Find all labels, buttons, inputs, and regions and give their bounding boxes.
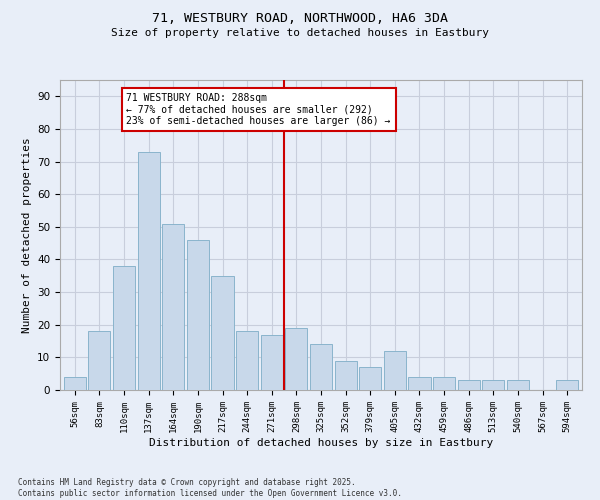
Bar xyxy=(384,351,406,390)
Bar xyxy=(482,380,505,390)
Bar xyxy=(162,224,184,390)
Text: Contains HM Land Registry data © Crown copyright and database right 2025.
Contai: Contains HM Land Registry data © Crown c… xyxy=(18,478,402,498)
Bar xyxy=(433,377,455,390)
Bar xyxy=(211,276,233,390)
Bar xyxy=(556,380,578,390)
Bar xyxy=(409,377,431,390)
Bar xyxy=(236,332,258,390)
Text: 71, WESTBURY ROAD, NORTHWOOD, HA6 3DA: 71, WESTBURY ROAD, NORTHWOOD, HA6 3DA xyxy=(152,12,448,26)
Bar xyxy=(187,240,209,390)
Bar xyxy=(310,344,332,390)
Bar xyxy=(285,328,307,390)
X-axis label: Distribution of detached houses by size in Eastbury: Distribution of detached houses by size … xyxy=(149,438,493,448)
Bar xyxy=(335,360,357,390)
Bar xyxy=(458,380,480,390)
Bar xyxy=(137,152,160,390)
Bar xyxy=(113,266,135,390)
Bar xyxy=(64,377,86,390)
Y-axis label: Number of detached properties: Number of detached properties xyxy=(22,137,32,333)
Bar xyxy=(88,332,110,390)
Text: Size of property relative to detached houses in Eastbury: Size of property relative to detached ho… xyxy=(111,28,489,38)
Text: 71 WESTBURY ROAD: 288sqm
← 77% of detached houses are smaller (292)
23% of semi-: 71 WESTBURY ROAD: 288sqm ← 77% of detach… xyxy=(127,93,391,126)
Bar xyxy=(260,334,283,390)
Bar xyxy=(359,367,382,390)
Bar xyxy=(507,380,529,390)
